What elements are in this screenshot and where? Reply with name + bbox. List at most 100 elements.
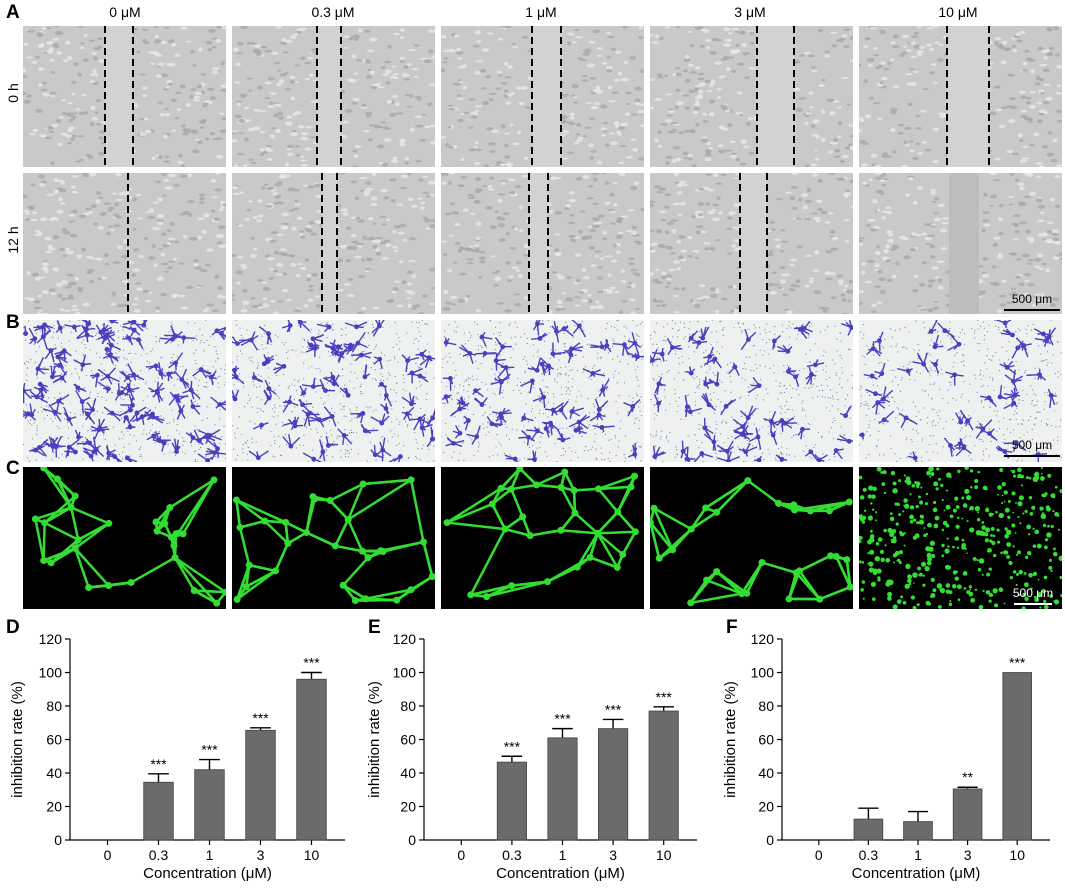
panel-label-d: D: [6, 617, 20, 638]
bar: [903, 821, 933, 841]
bar: [143, 781, 174, 841]
significance-label: ***: [1009, 655, 1026, 671]
y-tick-label: 60: [400, 732, 416, 748]
scale-bar-label-b: 500 μm: [1011, 438, 1053, 452]
micrograph-r2-c2: [441, 320, 644, 462]
y-tick-label: 0: [766, 832, 774, 848]
chart-e: 0 20 40 60 80 100 120 0 0.3 *** 1 *** 3 *** 10 *** Conce…: [366, 631, 697, 882]
y-tick-label: 120: [393, 631, 417, 647]
scale-bar-label-c: 500 μm: [1012, 586, 1054, 600]
bar: [547, 737, 578, 841]
bar: [194, 769, 225, 841]
y-tick-label: 60: [46, 732, 62, 748]
bar: [296, 678, 327, 841]
bar: [245, 729, 276, 841]
y-tick-label: 120: [39, 631, 63, 647]
bar: [952, 788, 983, 841]
y-tick-label: 100: [39, 665, 63, 681]
row-label-12h: 12 h: [5, 226, 21, 254]
micrograph-r1-c0: [23, 173, 226, 314]
y-tick-label: 120: [751, 631, 775, 647]
scale-bar-a: [1004, 309, 1060, 311]
row-label-0h: 0 h: [5, 83, 21, 103]
micrograph-r2-c0: [23, 320, 226, 462]
x-tick-label: 10: [656, 847, 672, 863]
y-tick-label: 40: [758, 765, 774, 781]
x-tick-label: 0.3: [149, 847, 169, 863]
bar: [1002, 672, 1032, 841]
panel-label-e: E: [368, 617, 381, 638]
y-tick-label: 100: [751, 665, 775, 681]
significance-label: ***: [656, 689, 673, 705]
y-tick-label: 40: [46, 765, 62, 781]
conc-header-2: 1 μM: [525, 4, 557, 20]
bar: [496, 761, 527, 841]
micrograph-r2-c1: [232, 320, 435, 462]
x-axis-label: Concentration (μM): [852, 865, 981, 882]
scale-bar-c: [1014, 603, 1052, 605]
micrograph-r1-c4: [859, 173, 1062, 314]
micrograph-r1-c3: [650, 173, 853, 314]
x-tick-label: 1: [559, 847, 567, 863]
chart-f: 0 20 40 60 80 100 120 0 0.3 1 3 ** 10 *** Concentratio…: [722, 631, 1050, 882]
y-tick-label: 40: [400, 765, 416, 781]
x-tick-label: 10: [1009, 847, 1025, 863]
micrograph-r0-c1: [232, 26, 435, 167]
micrograph-r0-c0: [23, 26, 226, 167]
significance-label: ***: [201, 742, 218, 758]
y-tick-label: 80: [46, 698, 62, 714]
x-tick-label: 0: [457, 847, 465, 863]
y-tick-label: 0: [408, 832, 416, 848]
micrograph-r3-c0: [23, 467, 226, 609]
y-tick-label: 20: [400, 799, 416, 815]
panel-label-c: C: [6, 458, 20, 479]
y-tick-label: 60: [758, 732, 774, 748]
x-tick-label: 3: [257, 847, 265, 863]
chart-d: 0 20 40 60 80 100 120 0 0.3 *** 1 *** 3 *** 10 *** Conce…: [9, 631, 345, 882]
x-axis-label: Concentration (μM): [496, 865, 625, 882]
scale-bar-b: [1004, 455, 1060, 457]
micrograph-r2-c4: [859, 320, 1062, 462]
micrograph-r3-c3: [650, 467, 853, 609]
y-tick-label: 20: [758, 799, 774, 815]
x-tick-label: 1: [914, 847, 922, 863]
y-tick-label: 0: [54, 832, 62, 848]
panel-label-f: F: [726, 617, 738, 638]
micrograph-r0-c2: [441, 26, 644, 167]
y-axis-label: inhibition rate (%): [9, 681, 26, 798]
micrograph-r3-c4: [859, 467, 1062, 609]
x-tick-label: 0: [104, 847, 112, 863]
micrograph-r1-c1: [232, 173, 435, 314]
micrograph-r3-c1: [232, 467, 435, 609]
x-axis-label: Concentration (μM): [143, 865, 272, 882]
y-tick-label: 100: [393, 665, 417, 681]
significance-label: ***: [554, 711, 571, 727]
x-tick-label: 0: [815, 847, 823, 863]
micrograph-r2-c3: [650, 320, 853, 462]
x-tick-label: 3: [964, 847, 972, 863]
panel-label-a: A: [6, 2, 20, 23]
bar: [853, 818, 884, 841]
significance-label: ***: [605, 701, 622, 717]
bar: [648, 710, 679, 841]
significance-label: ***: [150, 756, 167, 772]
micrograph-r1-c2: [441, 173, 644, 314]
y-axis-label: inhibition rate (%): [366, 681, 383, 798]
x-tick-label: 0.3: [859, 847, 879, 863]
significance-label: ***: [252, 710, 269, 726]
y-tick-label: 20: [46, 799, 62, 815]
micrograph-r0-c4: [859, 26, 1062, 167]
conc-header-3: 3 μM: [734, 4, 766, 20]
conc-header-0: 0 μM: [109, 4, 141, 20]
micrograph-r0-c3: [650, 26, 853, 167]
micrograph-r3-c2: [441, 467, 644, 609]
significance-label: **: [962, 769, 973, 785]
x-tick-label: 1: [206, 847, 214, 863]
x-tick-label: 3: [609, 847, 617, 863]
y-axis-label: inhibition rate (%): [722, 681, 739, 798]
scale-bar-label-a: 500 μm: [1011, 292, 1053, 306]
significance-label: ***: [303, 655, 320, 671]
significance-label: ***: [504, 738, 521, 754]
conc-header-1: 0.3 μM: [311, 4, 355, 20]
panel-label-b: B: [6, 312, 20, 333]
